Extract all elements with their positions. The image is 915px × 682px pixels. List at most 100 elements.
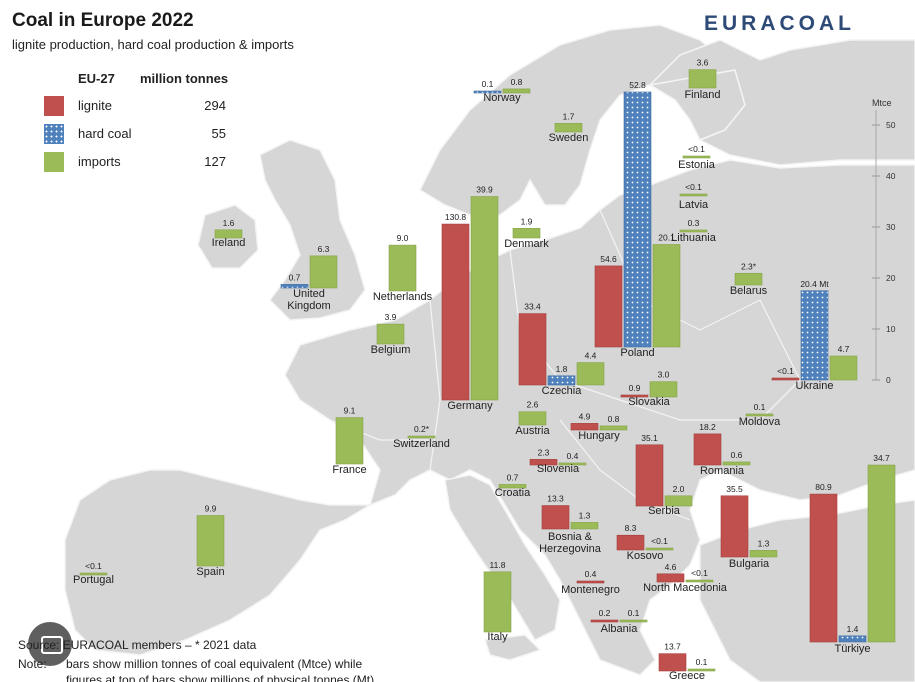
serbia-country-label: Serbia (648, 505, 681, 517)
denmark-country-label: Denmark (504, 238, 549, 250)
sicily-landmass (483, 634, 542, 661)
ukraine-hard-coal-value-label: 20.4 Mt (800, 279, 829, 289)
italy-landmass (444, 474, 561, 641)
czechia-imports-value-label: 4.4 (585, 351, 597, 361)
slovakia-imports-bar (649, 381, 678, 398)
albania-country-label: Albania (601, 623, 639, 635)
czechia-lignite-value-label: 33.4 (524, 302, 541, 312)
camera-lens-icon[interactable] (28, 622, 72, 666)
legend-item-imports: imports 127 (44, 152, 244, 172)
sweden-imports-bar (554, 123, 583, 133)
portugal-country-label: Portugal (73, 574, 114, 586)
legend-group-heading: EU-27 (78, 71, 115, 86)
imports-swatch (44, 152, 64, 172)
serbia-lignite-value-label: 35.1 (641, 433, 658, 443)
legend-label: imports (78, 154, 121, 169)
scale-tick-label: 50 (886, 120, 896, 130)
scale-unit-label: Mtce (872, 98, 892, 108)
hungary-lignite-bar (570, 423, 599, 431)
norway-imports-value-label: 0.8 (511, 77, 523, 87)
poland-lignite-bar (594, 265, 623, 348)
belarus-country-label: Belarus (730, 285, 768, 297)
bosnia-herzegovina-lignite-value-label: 13.3 (547, 494, 564, 504)
scale-tick-label: 30 (886, 222, 896, 232)
norway-country-label: Norway (483, 92, 521, 104)
bosnia-herzegovina-country-label: Bosnia & (548, 531, 593, 543)
ukraine-lignite-bar (771, 377, 800, 381)
switzerland-imports-bar (407, 435, 436, 439)
switzerland-country-label: Switzerland (393, 438, 450, 450)
footer-note-line2: figures at top of bars show millions of … (66, 673, 375, 682)
ukraine-imports-bar (829, 355, 858, 381)
austria-imports-bar (518, 411, 547, 426)
slovenia-lignite-value-label: 2.3 (538, 447, 550, 457)
serbia-imports-bar (664, 495, 693, 507)
bulgaria-lignite-value-label: 35.5 (726, 484, 743, 494)
sweden-imports-value-label: 1.7 (563, 111, 575, 121)
belgium-imports-bar (376, 323, 405, 345)
slovenia-imports-value-label: 0.4 (567, 451, 579, 461)
ukraine-country-label: Ukraine (796, 380, 834, 392)
lithuania-imports-bar (679, 229, 708, 233)
poland-hard-coal-bar (623, 91, 652, 348)
montenegro-lignite-bar (576, 580, 605, 584)
romania-country-label: Romania (700, 465, 745, 477)
sweden-country-label: Sweden (549, 132, 589, 144)
bosnia-herzegovina-imports-value-label: 1.3 (579, 510, 591, 520)
albania-imports-bar (619, 619, 648, 623)
ireland-imports-bar (214, 229, 243, 239)
austria-imports-value-label: 2.6 (527, 400, 539, 410)
hungary-imports-value-label: 0.8 (608, 414, 620, 424)
belgium-imports-value-label: 3.9 (385, 312, 397, 322)
france-country-label: France (332, 464, 366, 476)
finland-imports-bar (688, 69, 717, 89)
germany-imports-value-label: 39.9 (476, 185, 493, 195)
italy-country-label: Italy (487, 631, 508, 643)
footer-source: Source: EURACOAL members – * 2021 data (18, 638, 257, 652)
estonia-imports-bar (682, 155, 711, 159)
united-kingdom-imports-bar (309, 255, 338, 289)
legend-item-hard-coal: hard coal 55 (44, 124, 244, 144)
hungary-lignite-value-label: 4.9 (579, 411, 591, 421)
norway-imports-bar (502, 88, 531, 94)
chart-subtitle: lignite production, hard coal production… (12, 37, 294, 52)
estonia-country-label: Estonia (678, 159, 716, 171)
united-kingdom-imports-value-label: 6.3 (318, 244, 330, 254)
poland-imports-value-label: 20.1 (658, 232, 675, 242)
hungary-imports-bar (599, 425, 628, 431)
belarus-imports-bar (734, 272, 763, 286)
scale-tick-label: 10 (886, 324, 896, 334)
czechia-hard-coal-value-label: 1.8 (556, 364, 568, 374)
slovenia-lignite-bar (529, 459, 558, 466)
greece-lignite-bar (658, 653, 687, 672)
poland-country-label: Poland (620, 347, 654, 359)
lithuania-imports-value-label: 0.3 (688, 218, 700, 228)
north-macedonia-imports-bar (685, 579, 714, 583)
poland-hard-coal-value-label: 52.8 (629, 80, 646, 90)
lithuania-country-label: Lithuania (671, 232, 717, 244)
slovakia-imports-value-label: 3.0 (658, 370, 670, 380)
finland-country-label: Finland (684, 89, 720, 101)
united-kingdom-country-label: United (293, 288, 325, 300)
legend-label: hard coal (78, 126, 132, 141)
north-macedonia-imports-value-label: <0.1 (691, 568, 708, 578)
montenegro-lignite-value-label: 0.4 (585, 569, 597, 579)
moldova-country-label: Moldova (739, 416, 781, 428)
north-macedonia-lignite-value-label: 4.6 (665, 562, 677, 572)
greece-imports-bar (687, 668, 716, 672)
lignite-swatch (44, 96, 64, 116)
scale-tick-label: 40 (886, 171, 896, 181)
kosovo-lignite-value-label: 8.3 (625, 523, 637, 533)
france-imports-bar (335, 417, 364, 465)
slovenia-imports-bar (558, 462, 587, 466)
ukraine-lignite-value-label: <0.1 (777, 366, 794, 376)
montenegro-country-label: Montenegro (561, 584, 620, 596)
legend-value: 127 (204, 154, 226, 169)
t-rkiye-hard-coal-bar (838, 635, 867, 643)
czechia-lignite-bar (518, 313, 547, 386)
spain-imports-bar (196, 515, 225, 567)
continent-landmass (64, 159, 915, 676)
romania-imports-value-label: 0.6 (731, 450, 743, 460)
slovakia-country-label: Slovakia (628, 396, 670, 408)
germany-lignite-bar (441, 223, 470, 401)
